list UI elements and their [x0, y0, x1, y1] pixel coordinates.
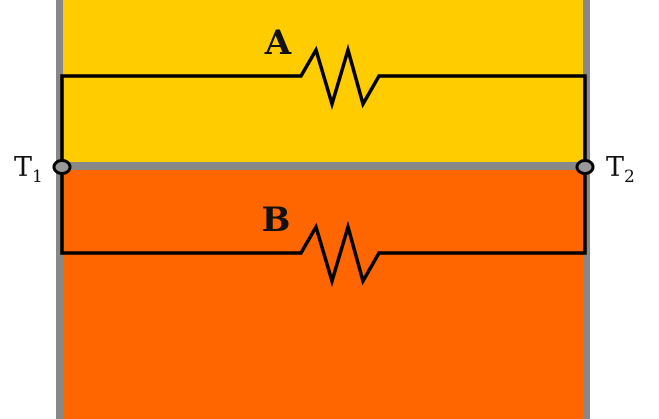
- layer-b-region: [62, 166, 585, 419]
- resistor-b-label: B: [262, 200, 291, 240]
- left-border: [56, 0, 63, 419]
- resistor-a-circuit: [60, 43, 587, 167]
- terminal-t1-subscript: 1: [32, 167, 43, 187]
- resistor-a-label: A: [264, 23, 292, 63]
- resistor-b-circuit: [60, 167, 587, 288]
- terminal-t2-subscript: 2: [624, 167, 635, 187]
- terminal-t1-node: [52, 159, 72, 175]
- layer-divider: [62, 162, 585, 170]
- terminal-t1-label: T1: [14, 152, 43, 187]
- terminal-t2-letter: T: [606, 152, 624, 183]
- layer-a-region: [62, 0, 585, 166]
- terminal-t2-node: [575, 159, 595, 175]
- terminal-t1-letter: T: [14, 152, 32, 183]
- terminal-t2-label: T2: [606, 152, 635, 187]
